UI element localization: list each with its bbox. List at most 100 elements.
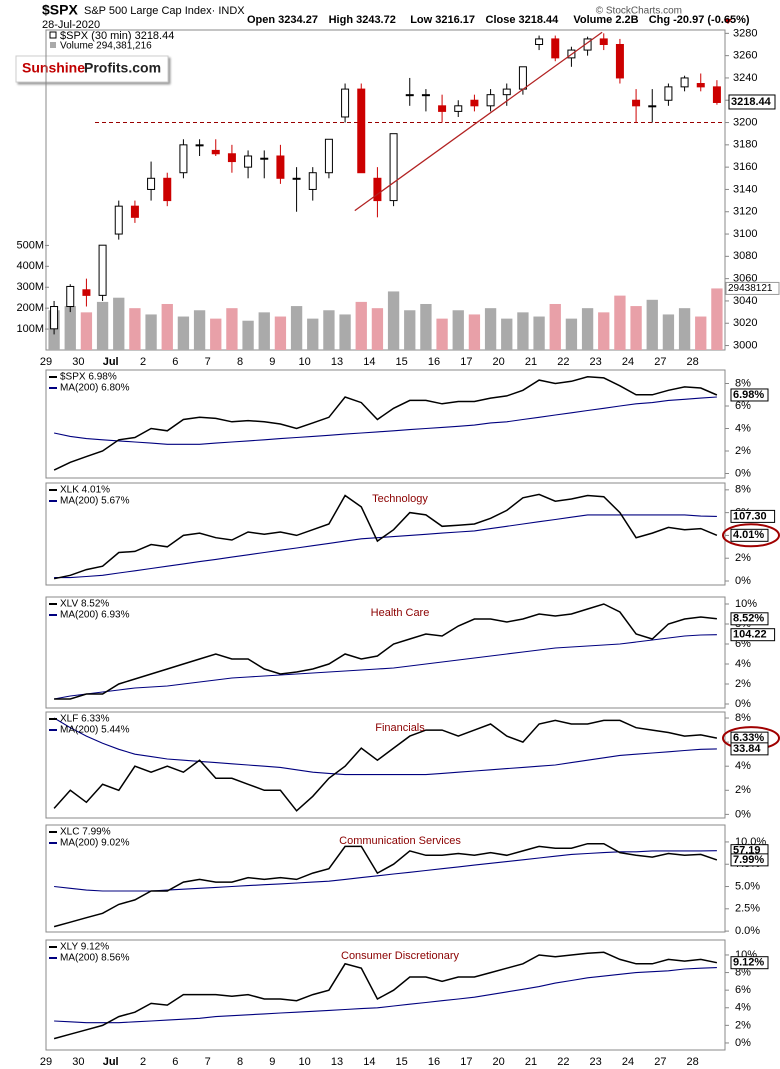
y-tick-label: 3160 (733, 161, 757, 173)
y-tick-label: 2% (735, 445, 751, 457)
candle-body (276, 155, 285, 179)
x-tick-label: 20 (493, 356, 505, 368)
volume-bar (161, 303, 173, 350)
volume-bar (64, 306, 76, 350)
candle-body (680, 77, 689, 88)
candle-body (244, 155, 253, 168)
volume-bar (420, 303, 432, 350)
y-tick-label: 0% (735, 467, 751, 479)
x-tick-label: 29 (40, 356, 52, 368)
value-tag (730, 388, 769, 402)
x-tick-label: 2 (140, 1056, 146, 1068)
header-stat: Volume 2.2B (573, 14, 638, 26)
value-tag (730, 528, 769, 542)
volume-tick-label: 400M (16, 260, 44, 272)
legend-entry: MA(200) 5.67% (60, 496, 130, 507)
x-tick-label: Jul (103, 356, 119, 368)
candle-body (535, 38, 544, 45)
panel-frame (45, 711, 726, 819)
volume-bar (565, 318, 578, 350)
y-tick-label: 2% (735, 678, 751, 690)
x-tick-label: 29 (40, 1056, 52, 1068)
x-tick-label: 21 (525, 1056, 537, 1068)
series-line (53, 376, 718, 471)
y-tick-label: 3240 (733, 72, 757, 84)
candle-body (712, 86, 721, 103)
x-tick-label: 30 (72, 356, 84, 368)
x-tick-label: 8 (237, 1056, 243, 1068)
volume-bar (646, 299, 658, 350)
volume-bar (662, 314, 675, 350)
date: 28-Jul-2020 (42, 19, 100, 31)
panel-title: Financials (375, 722, 425, 734)
volume-bar (695, 316, 707, 350)
volume-bar (387, 291, 400, 350)
x-tick-label: 9 (269, 356, 275, 368)
legend-entry: XLF 6.33% (60, 714, 110, 725)
header-stat: Low 3216.17 (410, 14, 475, 26)
volume-bar (290, 306, 303, 350)
y-tick-label: 10% (735, 598, 757, 610)
y-tick-label: 3100 (733, 228, 757, 240)
candle-body (147, 177, 156, 190)
legend-entry: MA(200) 6.80% (60, 383, 130, 394)
x-tick-label: 28 (687, 356, 699, 368)
y-tick-label: 0% (735, 698, 751, 710)
candle-body (454, 105, 463, 112)
volume-bar (581, 308, 594, 350)
series-line (53, 719, 718, 812)
volume-bar (274, 316, 287, 350)
volume-bar (145, 314, 157, 350)
x-tick-label: 27 (654, 1056, 666, 1068)
panel-frame (45, 482, 726, 586)
panel-frame (45, 939, 726, 1051)
candle-body (114, 205, 123, 235)
value-tag-label: 104.22 (733, 629, 767, 641)
header-stat: Close 3218.44 (486, 14, 560, 26)
x-tick-label: 28 (687, 1056, 699, 1068)
x-tick-label: 17 (460, 356, 472, 368)
volume-bar (711, 288, 723, 350)
y-tick-label: 4% (735, 1002, 751, 1014)
value-tag (730, 509, 776, 523)
candle-body (405, 94, 414, 97)
y-tick-label: 8% (735, 966, 751, 978)
y-tick-label: 3280 (733, 27, 757, 39)
value-tag-label: 9.12% (733, 957, 764, 969)
candle-body (373, 177, 382, 202)
candle-body (227, 153, 236, 163)
volume-bar (630, 306, 642, 350)
y-tick-label: 2.5% (735, 903, 760, 915)
volume-bar (614, 295, 626, 350)
legend-entry: XLY 9.12% (60, 942, 109, 953)
legend-entry: Volume 294,381,216 (60, 41, 152, 52)
y-tick-label: 4% (735, 422, 751, 434)
candle-body (470, 99, 479, 107)
y-tick-label: 3060 (733, 273, 757, 285)
legend-entry: XLC 7.99% (60, 827, 111, 838)
candle-body (98, 244, 107, 296)
legend-entry: $SPX (30 min) 3218.44 (60, 30, 174, 42)
series-line (53, 717, 717, 776)
x-tick-label: 9 (269, 1056, 275, 1068)
volume-tick-label: 100M (16, 323, 44, 335)
value-tag-label: 7.99% (733, 854, 764, 866)
candle-body (632, 99, 641, 107)
y-tick-label: 0.0% (735, 925, 760, 937)
x-tick-label: 2 (140, 356, 146, 368)
y-tick-label: 3020 (733, 317, 757, 329)
panel-frame (45, 596, 726, 709)
candle-body (324, 138, 333, 174)
volume-tag-label: 29438121 (728, 283, 773, 294)
x-tick-label: 22 (557, 356, 569, 368)
candle-body (599, 38, 608, 45)
logo-red: Sunshine (22, 60, 85, 76)
y-tick-label: 3140 (733, 183, 757, 195)
volume-tag (725, 281, 780, 295)
series-line (54, 967, 717, 1024)
candle-body (130, 205, 139, 218)
panel-title: Consumer Discretionary (341, 950, 459, 962)
volume-bar (533, 316, 545, 350)
